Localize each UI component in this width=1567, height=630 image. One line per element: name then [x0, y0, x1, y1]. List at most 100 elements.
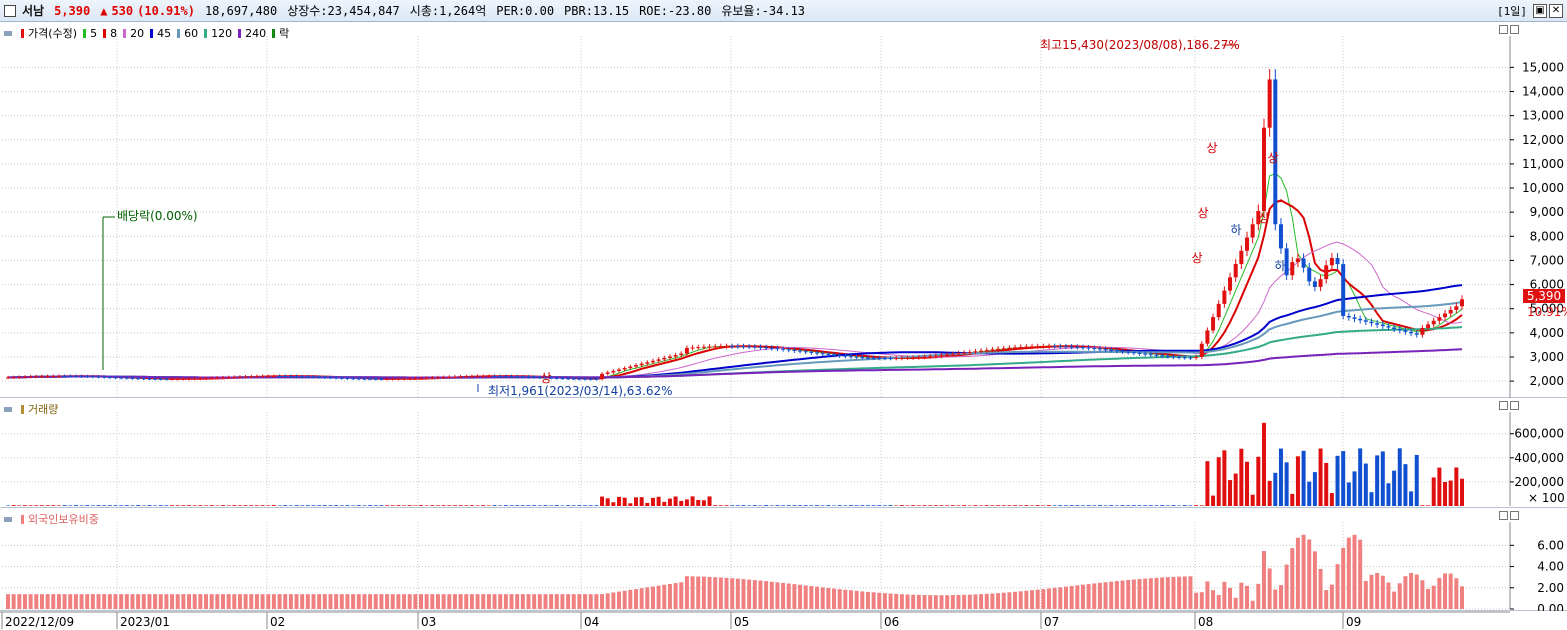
legend-ma-60[interactable]: 60 [184, 26, 199, 40]
price-candle [792, 349, 797, 351]
legend-drop[interactable]: 락 [279, 27, 290, 40]
volume-bar [809, 505, 814, 506]
legend-ma-8[interactable]: 8 [110, 26, 118, 40]
foreign-bar [730, 578, 735, 609]
volume-bar [379, 505, 384, 506]
volume-bar [973, 505, 978, 506]
foreign-bar [1154, 577, 1159, 609]
legend-volume[interactable]: 거래량 [28, 403, 59, 416]
select-checkbox[interactable] [4, 4, 16, 17]
volume-bar [696, 499, 701, 506]
price-candle [973, 351, 978, 353]
price-candle [696, 347, 701, 349]
foreign-bar [1097, 582, 1102, 609]
volume-bar [899, 505, 904, 506]
volume-bar [1386, 483, 1391, 506]
stock-name[interactable]: 서남 [22, 4, 45, 18]
price-tick-label: 2,000 [1530, 374, 1564, 388]
volume-bar [260, 505, 265, 506]
foreign-bar [1409, 573, 1414, 609]
price-candle [933, 355, 938, 357]
volume-bar [362, 505, 367, 506]
price-candle [515, 376, 520, 378]
price-candle [1024, 346, 1029, 348]
legend-ma-5[interactable]: 5 [90, 26, 98, 40]
volume-bar [209, 505, 214, 506]
period-selector[interactable]: [1일] [1497, 5, 1527, 18]
volume-chart-panel[interactable]: 거래량 200,000 400,000 600,000 × 100 [0, 398, 1567, 508]
volume-bar [566, 505, 571, 506]
legend-ma-20[interactable]: 20 [130, 26, 145, 40]
price-candle [362, 378, 367, 380]
ma-8-line [7, 199, 1463, 380]
panel-maximize-icon[interactable] [1499, 401, 1508, 410]
volume-bar [1448, 480, 1453, 506]
foreign-bar [1007, 592, 1012, 609]
price-candle [617, 369, 622, 371]
date-tick-label: 08 [1198, 615, 1213, 629]
price-candle [503, 376, 508, 378]
volume-bar [90, 505, 95, 506]
panel-maximize-icon[interactable] [1499, 25, 1508, 34]
listed-shares: 상장수:23,454,847 [287, 4, 400, 18]
foreign-bar [68, 594, 73, 609]
price-candle [486, 376, 491, 378]
ma-5-line [7, 172, 1463, 380]
foreign-bar [1346, 537, 1351, 609]
price-candle [577, 378, 582, 380]
volume-legend: 거래량 [4, 401, 58, 417]
legend-price[interactable]: 가격(수정) [28, 27, 78, 40]
price-candle [758, 346, 763, 348]
price-candle [119, 377, 124, 379]
price-candle [1013, 347, 1018, 349]
foreign-bar [566, 594, 571, 609]
price-candle [554, 377, 559, 379]
foreign-bar [515, 594, 520, 609]
foreign-bar [232, 594, 237, 609]
volume-chart[interactable]: 200,000 400,000 600,000 × 100 [0, 398, 1567, 508]
foreign-ownership-panel[interactable]: 외국인보유비중 0.00 2.00 4.00 6.00 [0, 508, 1567, 611]
date-tick-label: 06 [884, 615, 899, 629]
volume-bar [990, 505, 995, 506]
volume-bar [1075, 505, 1080, 506]
volume-bar [28, 505, 33, 506]
volume-bar [447, 505, 452, 506]
foreign-bar [39, 594, 44, 609]
price-candle [815, 352, 820, 354]
price-candle [633, 365, 638, 367]
price-candle [1409, 331, 1414, 334]
volume-bar [1103, 505, 1108, 506]
price-candle [1273, 79, 1278, 225]
price-candle [1284, 248, 1289, 276]
price-candle [724, 346, 729, 348]
volume-bar [775, 505, 780, 506]
foreign-bar [441, 594, 446, 609]
maximize-icon[interactable]: ▣ [1533, 4, 1547, 18]
volume-bar [916, 505, 921, 506]
close-icon[interactable]: ✕ [1549, 4, 1563, 18]
foreign-chart[interactable]: 0.00 2.00 4.00 6.00 [0, 508, 1567, 611]
panel-close-icon[interactable] [1510, 25, 1519, 34]
panel-close-icon[interactable] [1510, 401, 1519, 410]
volume-bar [385, 505, 390, 506]
legend-foreign[interactable]: 외국인보유비중 [28, 513, 99, 526]
volume-bar [837, 505, 842, 506]
volume-bar [543, 505, 548, 506]
panel-close-icon[interactable] [1510, 511, 1519, 520]
foreign-bar [549, 594, 554, 609]
foreign-bar [673, 583, 678, 609]
foreign-bar [1052, 587, 1057, 609]
legend-ma-240[interactable]: 240 [245, 26, 267, 40]
panel-maximize-icon[interactable] [1499, 511, 1508, 520]
foreign-bar [1092, 583, 1097, 609]
volume-bar [220, 505, 225, 506]
foreign-bar [939, 595, 944, 609]
volume-bar [588, 505, 593, 506]
volume-bar [1001, 505, 1006, 506]
foreign-bar [1290, 548, 1295, 609]
foreign-bar [656, 585, 661, 609]
legend-ma-45[interactable]: 45 [157, 26, 172, 40]
legend-ma-120[interactable]: 120 [211, 26, 233, 40]
